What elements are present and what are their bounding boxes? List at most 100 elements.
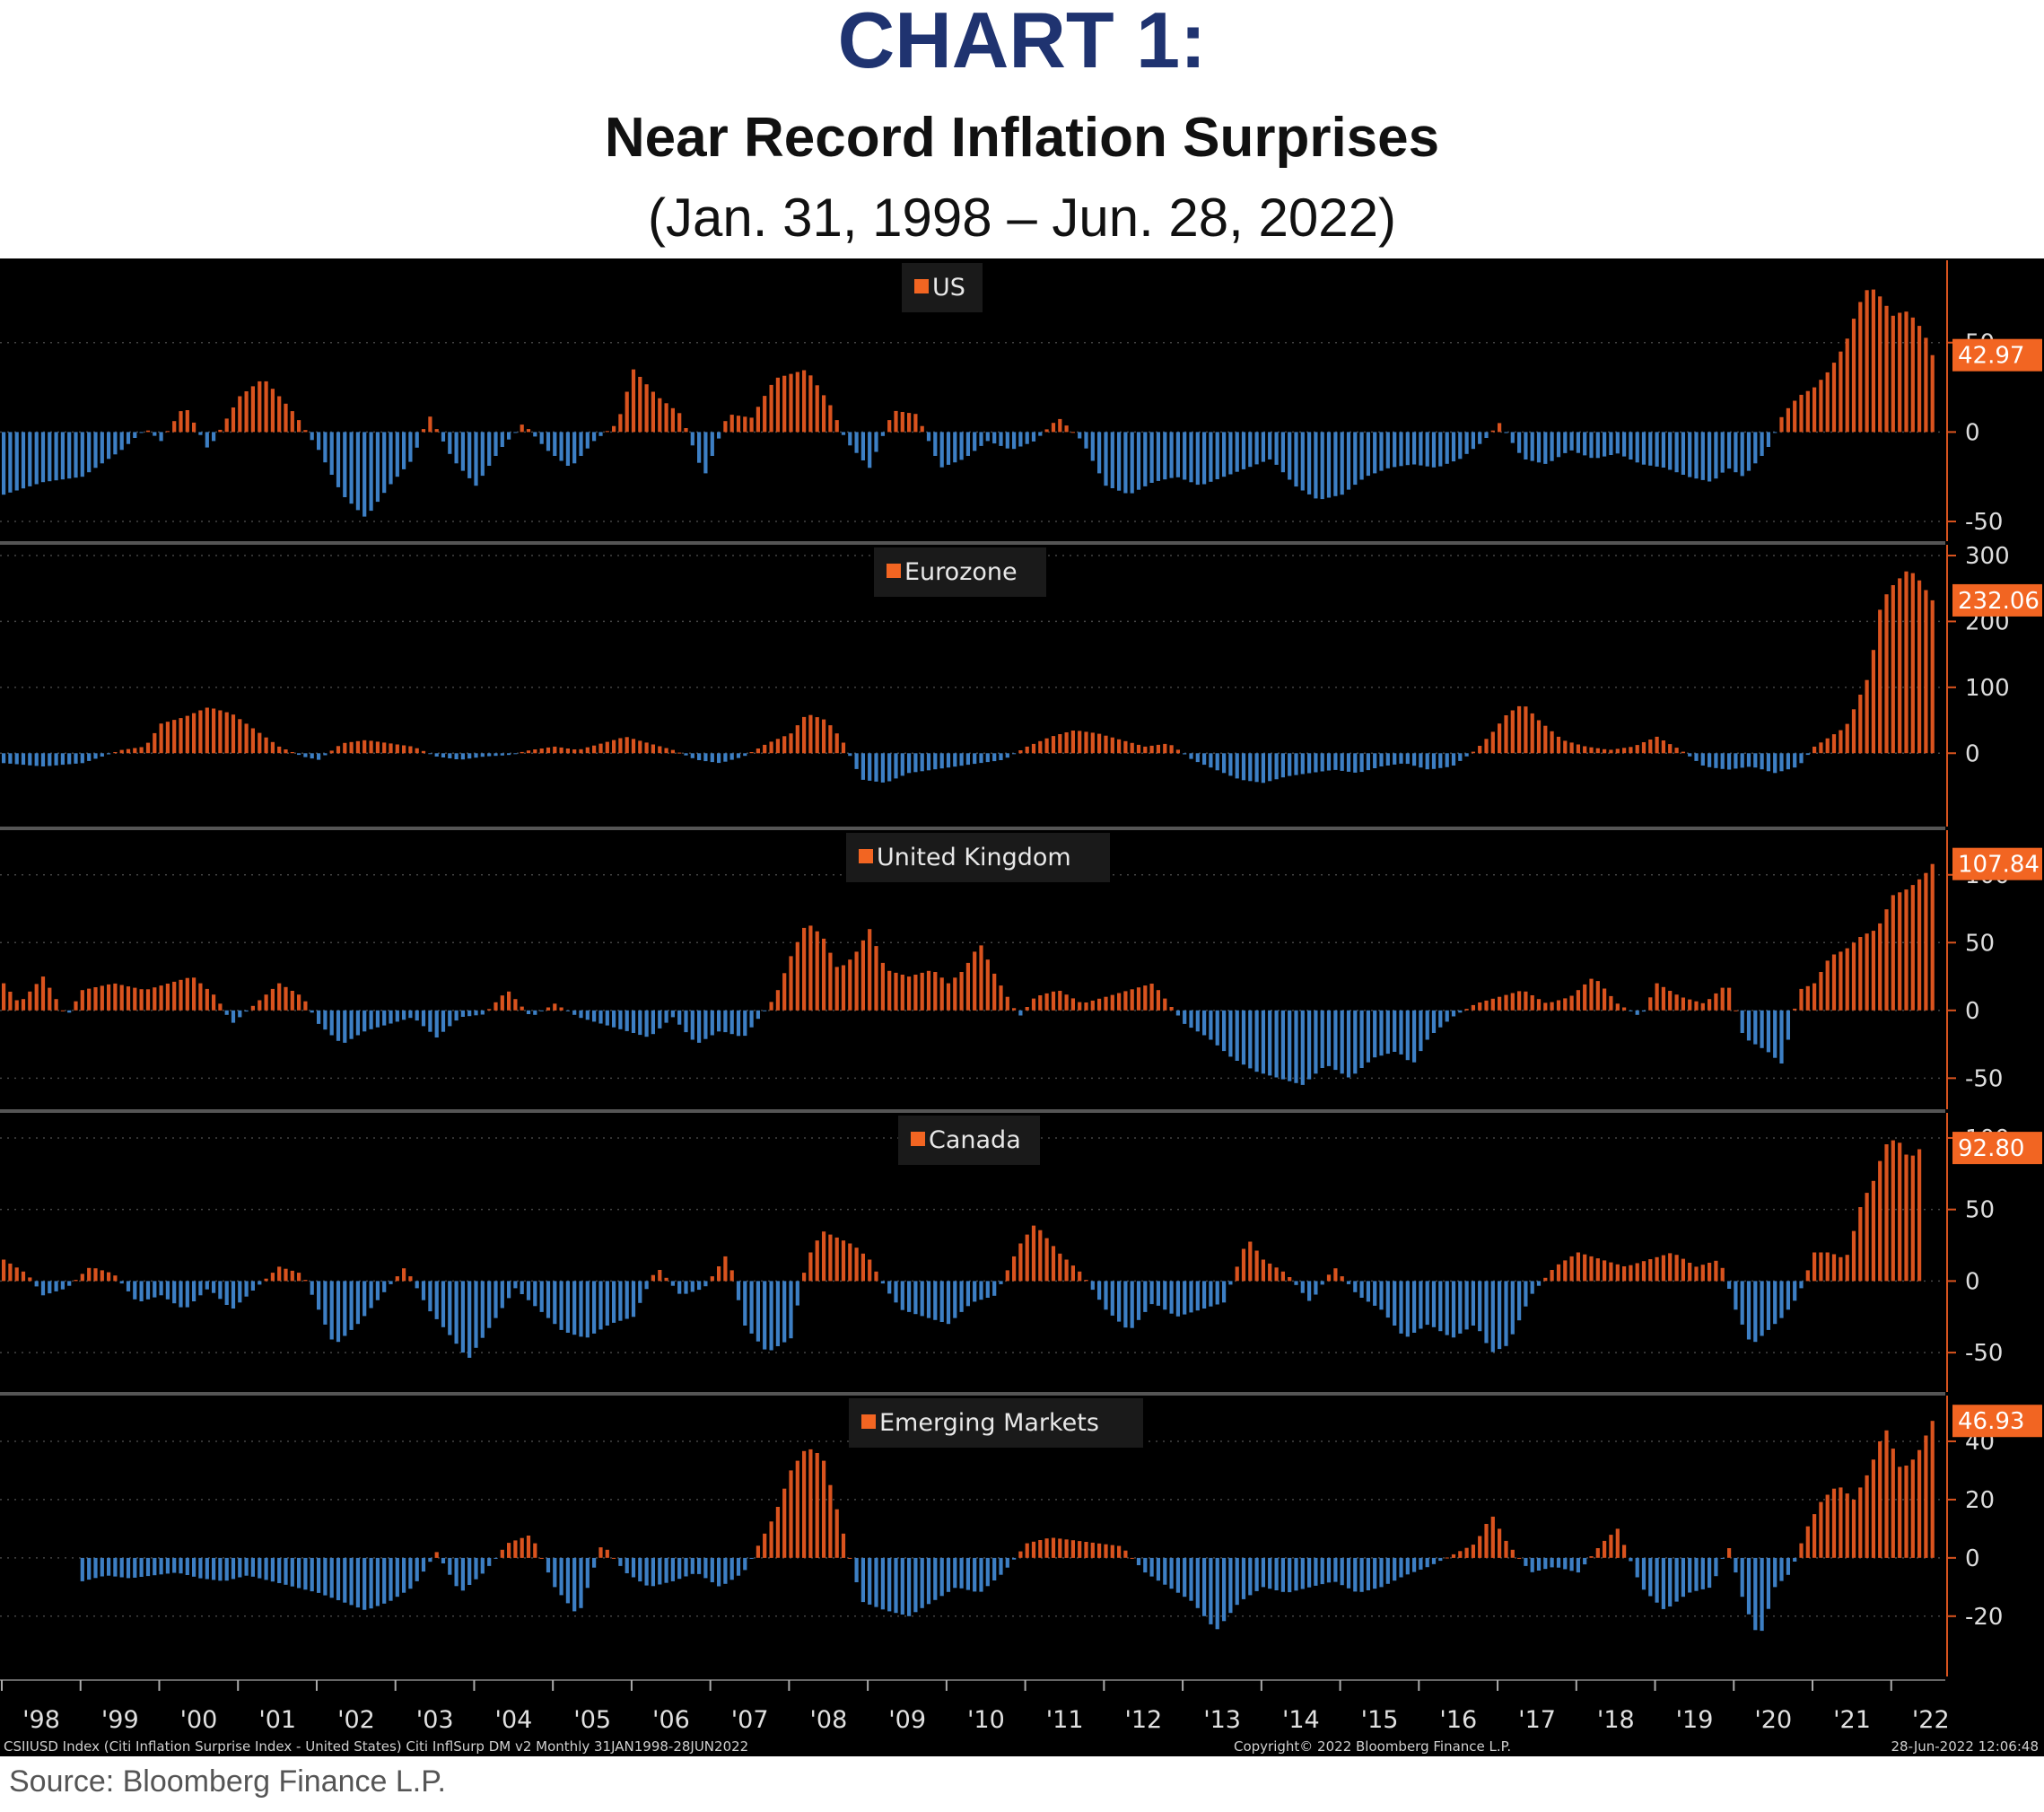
bar bbox=[402, 432, 406, 469]
bar bbox=[565, 748, 570, 754]
bar bbox=[723, 1256, 728, 1282]
bar bbox=[323, 753, 328, 756]
bar bbox=[1195, 1281, 1200, 1311]
bar bbox=[822, 938, 826, 1011]
bar bbox=[1753, 1557, 1758, 1631]
bar bbox=[1051, 1246, 1056, 1282]
bar bbox=[1471, 1281, 1475, 1326]
bar bbox=[894, 972, 898, 1011]
bar bbox=[139, 432, 144, 433]
bar bbox=[769, 1281, 773, 1351]
bar bbox=[1333, 1010, 1338, 1071]
bar bbox=[1373, 1557, 1377, 1589]
bar bbox=[1254, 1250, 1259, 1282]
bar bbox=[1458, 1281, 1463, 1334]
bar bbox=[494, 1281, 498, 1318]
bar bbox=[553, 1281, 557, 1325]
bar bbox=[1228, 432, 1233, 475]
bar bbox=[1117, 432, 1122, 491]
bar bbox=[841, 1240, 846, 1282]
bar bbox=[1130, 1281, 1134, 1328]
bar bbox=[1569, 995, 1574, 1011]
bar bbox=[1064, 994, 1069, 1011]
bar bbox=[736, 1010, 741, 1037]
bar bbox=[408, 432, 413, 462]
bar bbox=[1490, 1281, 1495, 1352]
bar bbox=[579, 1010, 583, 1019]
bar bbox=[323, 1557, 328, 1596]
bar bbox=[355, 740, 360, 754]
bar bbox=[1510, 1281, 1515, 1335]
bar bbox=[1839, 730, 1843, 754]
bar bbox=[631, 1281, 636, 1317]
bar bbox=[205, 1281, 209, 1290]
bar bbox=[1819, 1501, 1823, 1558]
bar bbox=[145, 989, 151, 1011]
bar bbox=[1583, 1557, 1587, 1565]
bar bbox=[1655, 736, 1659, 754]
bar bbox=[1097, 998, 1102, 1011]
bar bbox=[756, 1281, 760, 1342]
bar bbox=[1280, 1010, 1285, 1080]
bar bbox=[277, 396, 282, 433]
bar bbox=[119, 1281, 124, 1284]
bar bbox=[1038, 432, 1043, 436]
bar bbox=[1202, 432, 1207, 485]
bar bbox=[34, 1281, 39, 1287]
bar bbox=[1819, 380, 1823, 433]
bar bbox=[244, 391, 249, 433]
bar bbox=[415, 1010, 419, 1021]
bar bbox=[1543, 725, 1548, 754]
bar bbox=[1569, 432, 1574, 451]
bar bbox=[1484, 432, 1489, 438]
bar bbox=[1734, 1557, 1738, 1573]
bar bbox=[159, 1281, 163, 1296]
bar bbox=[349, 1557, 354, 1606]
bar bbox=[618, 738, 623, 754]
bar bbox=[1530, 713, 1534, 754]
bar bbox=[533, 749, 537, 754]
bar bbox=[1917, 1149, 1922, 1282]
bar bbox=[133, 1557, 137, 1578]
bar bbox=[212, 994, 216, 1011]
bar bbox=[1760, 1281, 1764, 1336]
bar bbox=[100, 1557, 104, 1577]
bar bbox=[231, 714, 236, 754]
bar bbox=[828, 725, 833, 754]
bar bbox=[848, 1557, 852, 1559]
bar bbox=[1629, 432, 1633, 460]
bar bbox=[1359, 432, 1364, 480]
bar bbox=[782, 1488, 787, 1558]
bar bbox=[1051, 423, 1056, 433]
bar bbox=[87, 988, 92, 1011]
bar bbox=[467, 753, 472, 759]
bar bbox=[198, 710, 203, 754]
bar bbox=[546, 432, 551, 451]
bar bbox=[749, 1010, 754, 1028]
bar bbox=[664, 1277, 668, 1282]
bar bbox=[284, 403, 288, 433]
bar bbox=[1333, 432, 1338, 496]
bar bbox=[1471, 751, 1475, 754]
bar bbox=[933, 432, 938, 456]
bar bbox=[389, 1010, 393, 1024]
bar bbox=[690, 1010, 694, 1040]
bar bbox=[1595, 1548, 1600, 1558]
bar bbox=[1373, 432, 1377, 474]
bar bbox=[1504, 994, 1508, 1011]
bar bbox=[1786, 1010, 1790, 1040]
bar bbox=[1195, 1010, 1200, 1032]
bar bbox=[973, 753, 977, 765]
bar bbox=[80, 990, 84, 1011]
bar bbox=[1025, 1543, 1029, 1558]
bar bbox=[1169, 1007, 1174, 1011]
bar bbox=[598, 743, 603, 754]
bar bbox=[1340, 432, 1344, 495]
bar bbox=[874, 753, 878, 782]
bar bbox=[1025, 432, 1029, 444]
bar bbox=[697, 432, 702, 463]
bar bbox=[1314, 432, 1318, 499]
bar bbox=[572, 1010, 577, 1015]
bar bbox=[1583, 984, 1587, 1011]
bar bbox=[1149, 984, 1154, 1011]
